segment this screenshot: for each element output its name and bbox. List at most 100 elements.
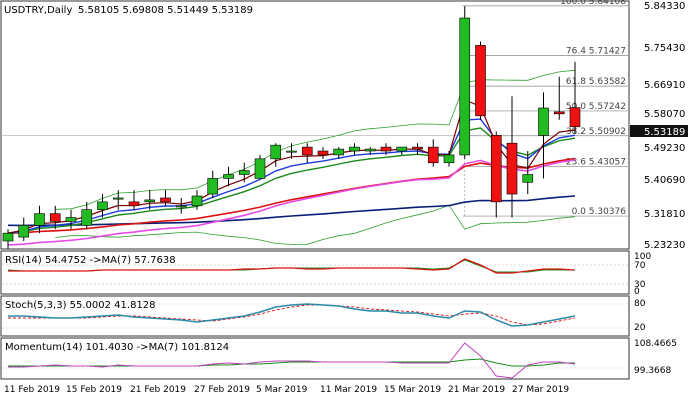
stoch-tick: 80 [634, 299, 646, 309]
ma-green-line [7, 127, 576, 234]
fib-level-label: 61.8 5.63582 [566, 77, 626, 87]
rsi-line [8, 258, 576, 274]
price-tick: 5.84330 [644, 1, 685, 12]
momentum-label: Momentum(14) 101.4030 ->MA(7) 101.8124 [5, 342, 229, 353]
price-tick: 5.58070 [644, 109, 685, 120]
candle-body [34, 213, 45, 226]
stoch-panel[interactable] [0, 295, 630, 337]
candle-body [97, 201, 108, 210]
candle-body [553, 111, 565, 115]
fib-level-label: 23.6 5.43057 [566, 157, 626, 167]
candle-body [223, 174, 234, 179]
fib-level-label: 50.0 5.57242 [566, 102, 626, 112]
price-tick: 5.66910 [644, 80, 685, 91]
candle-body [506, 142, 518, 195]
date-tick: 11 Mar 2019 [320, 385, 377, 395]
candle-body [475, 45, 486, 117]
date-tick: 21 Mar 2019 [448, 385, 505, 395]
candle-body [301, 146, 313, 156]
rsi-tick: 100 [634, 252, 651, 262]
rsi-tick: 30 [634, 280, 646, 290]
candle-body [238, 170, 250, 175]
price-tick: 5.31810 [644, 209, 685, 220]
candle-body [160, 197, 171, 203]
candle-body [396, 146, 408, 152]
candle-body [286, 150, 297, 153]
candle-body [2, 232, 14, 242]
date-tick: 11 Feb 2019 [4, 385, 60, 395]
candlesticks [2, 6, 581, 249]
ma-long-navy-line [7, 195, 576, 227]
price-tick: 5.40690 [644, 175, 685, 186]
rsi-tick: 70 [634, 261, 646, 271]
date-tick: 5 Mar 2019 [256, 385, 308, 395]
price-tick: 5.75430 [644, 43, 685, 54]
fib-level-label: 100.0 5.84108 [560, 0, 626, 7]
candle-body [427, 146, 439, 164]
candle-body [112, 197, 124, 200]
candle-body [144, 199, 156, 203]
stoch-tick: 20 [634, 323, 646, 333]
rsi-panel[interactable] [0, 250, 630, 295]
candle-body [522, 174, 534, 183]
stoch-axis: 80 20 [634, 299, 646, 333]
candle-body [317, 150, 329, 156]
candle-body [380, 146, 392, 152]
momentum-tick: 99.3668 [634, 366, 671, 376]
bollinger-upper-band [55, 69, 576, 210]
candle-body [81, 209, 93, 226]
chart-header-ohlc: 5.58105 5.69808 5.51449 5.53189 [78, 5, 253, 16]
candle-body [569, 107, 581, 128]
stoch-main-line [8, 303, 576, 327]
momentum-tick: 108.4665 [634, 339, 677, 349]
date-tick: 21 Feb 2019 [130, 385, 186, 395]
rsi-axis: 100 70 30 0 [634, 252, 651, 297]
date-tick: 27 Mar 2019 [512, 385, 569, 395]
momentum-ma-line [8, 358, 575, 367]
candle-body [18, 225, 30, 238]
date-tick: 15 Feb 2019 [66, 385, 122, 395]
date-axis: 11 Feb 2019 15 Feb 2019 21 Feb 2019 27 F… [4, 385, 569, 395]
stoch-signal-line [8, 304, 576, 326]
fibonacci-levels: 100.0 5.84108 76.4 5.71427 61.8 5.63582 50.… [2, 0, 628, 217]
candle-body [364, 148, 376, 152]
candle-body [65, 217, 77, 222]
price-axis: 5.84330 5.75430 5.66910 5.58070 5.49230 … [644, 1, 685, 251]
main-price-panel[interactable] [0, 0, 630, 250]
candle-body [49, 213, 61, 222]
candle-body [175, 205, 187, 208]
indicator-lines [2, 258, 628, 379]
stoch-label: Stoch(5,3,3) 55.0002 41.8128 [5, 300, 156, 311]
candle-body [412, 146, 423, 150]
current-price-tag: 5.53189 [630, 125, 688, 138]
candle-body [459, 17, 471, 156]
price-tick: 5.49230 [644, 143, 685, 154]
candle-body [443, 154, 455, 164]
candle-body [207, 178, 219, 195]
momentum-panel[interactable] [0, 337, 630, 380]
candle-body [349, 146, 360, 152]
fib-level-label: 76.4 5.71427 [566, 46, 626, 56]
date-tick: 15 Mar 2019 [384, 385, 441, 395]
date-tick: 27 Feb 2019 [194, 385, 250, 395]
ma-red-line [7, 157, 576, 234]
rsi-tick: 0 [634, 287, 640, 297]
ma-magenta-line [7, 159, 576, 246]
price-tick: 5.23230 [644, 240, 685, 251]
current-price-label: 5.53189 [644, 127, 685, 138]
candle-body [270, 144, 282, 160]
bollinger-bands [55, 69, 576, 245]
candle-body [490, 135, 502, 203]
bollinger-lower-band [55, 204, 576, 245]
momentum-axis: 108.4665 99.3668 [634, 339, 677, 376]
rsi-label: RSI(14) 54.4752 ->MA(7) 57.7638 [5, 255, 176, 266]
chart-header-symbol: USDTRY,Daily [4, 5, 72, 16]
candle-body [191, 195, 203, 207]
candle-body [333, 148, 345, 156]
fib-level-label: 38.2 5.50902 [566, 127, 626, 137]
candle-body [128, 201, 140, 207]
candle-body [538, 107, 549, 136]
candle-body [254, 158, 266, 179]
momentum-line [8, 342, 576, 379]
